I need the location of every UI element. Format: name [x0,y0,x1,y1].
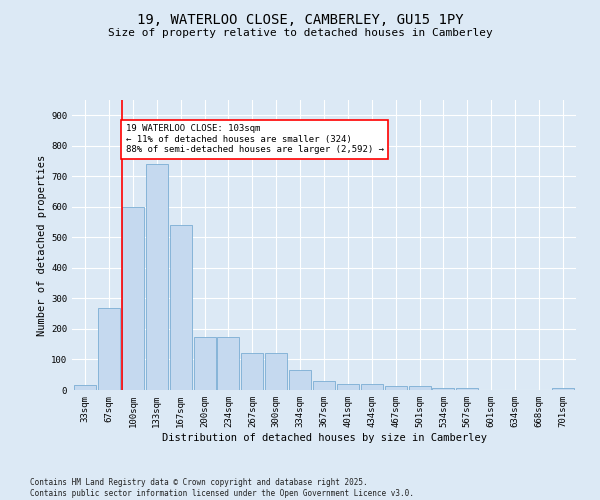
Bar [433,388,454,390]
Bar [241,354,263,390]
Bar [337,384,359,390]
Bar [361,384,383,390]
X-axis label: Distribution of detached houses by size in Camberley: Distribution of detached houses by size … [161,432,487,442]
Bar [146,164,168,390]
Bar [217,336,239,390]
Text: 19, WATERLOO CLOSE, CAMBERLEY, GU15 1PY: 19, WATERLOO CLOSE, CAMBERLEY, GU15 1PY [137,12,463,26]
Text: 19 WATERLOO CLOSE: 103sqm
← 11% of detached houses are smaller (324)
88% of semi: 19 WATERLOO CLOSE: 103sqm ← 11% of detac… [125,124,383,154]
Bar [170,225,191,390]
Bar [409,386,431,390]
Bar [313,381,335,390]
Y-axis label: Number of detached properties: Number of detached properties [37,154,47,336]
Text: Contains HM Land Registry data © Crown copyright and database right 2025.
Contai: Contains HM Land Registry data © Crown c… [30,478,414,498]
Bar [122,207,144,390]
Bar [265,354,287,390]
Bar [552,388,574,390]
Bar [385,386,407,390]
Bar [457,388,478,390]
Bar [194,336,215,390]
Bar [98,308,120,390]
Text: Size of property relative to detached houses in Camberley: Size of property relative to detached ho… [107,28,493,38]
Bar [289,370,311,390]
Bar [74,384,96,390]
